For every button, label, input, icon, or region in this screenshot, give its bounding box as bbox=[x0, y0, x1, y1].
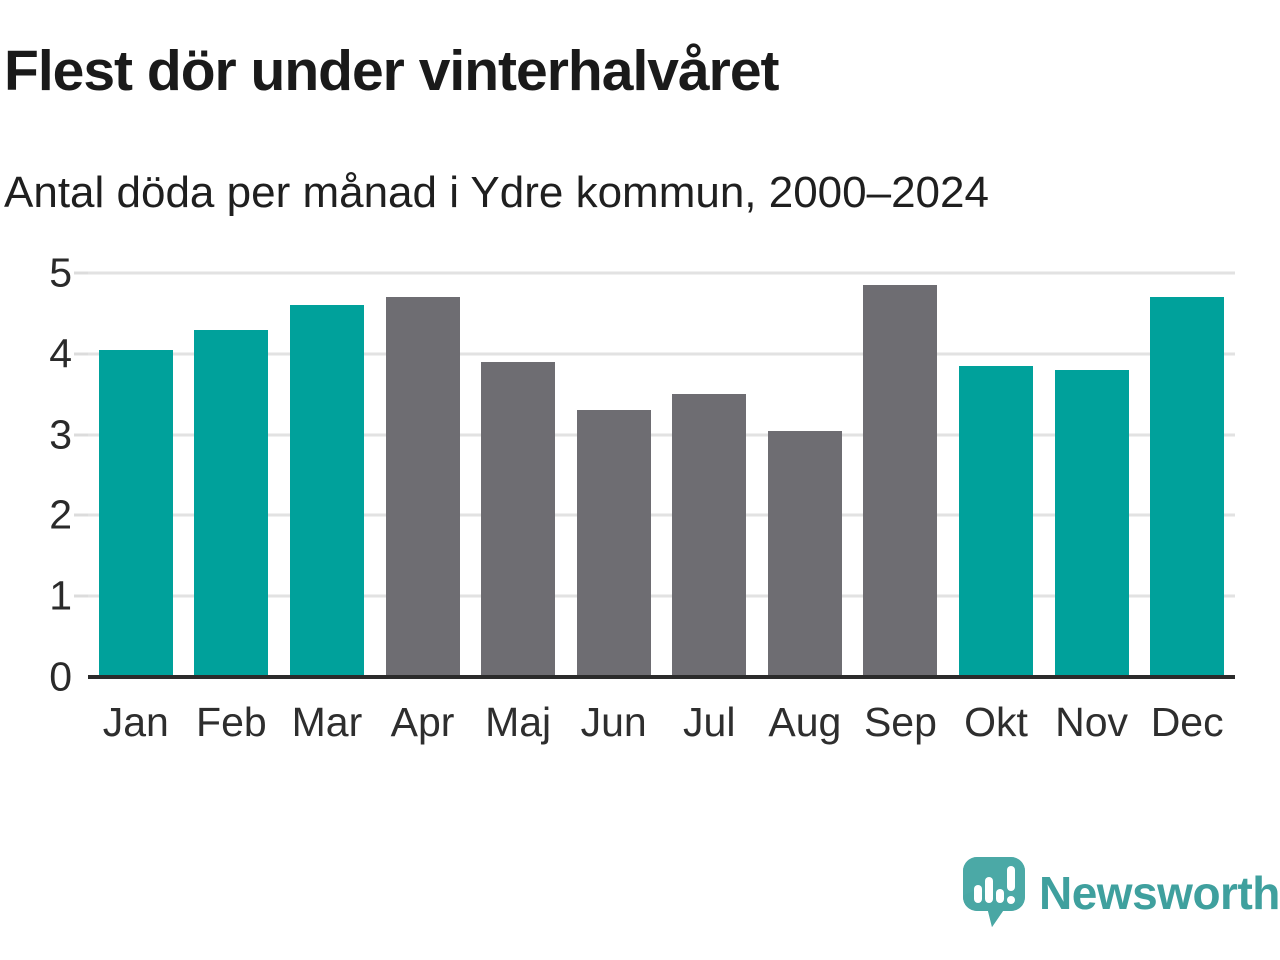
y-axis-tick-label-2: 2 bbox=[49, 491, 72, 538]
bar-apr bbox=[385, 297, 460, 677]
bar-slot-maj bbox=[470, 273, 566, 677]
bar-slot-mar bbox=[279, 273, 375, 677]
bar-okt bbox=[958, 365, 1033, 677]
bar-slot-sep bbox=[853, 273, 949, 677]
x-axis-label-jan: Jan bbox=[102, 699, 169, 745]
y-tick-mark-5 bbox=[74, 271, 88, 275]
gridline-y1 bbox=[88, 594, 1235, 598]
y-axis-tick-label-5: 5 bbox=[49, 249, 72, 296]
x-axis-label-mar: Mar bbox=[291, 699, 363, 745]
bar-jun bbox=[576, 410, 651, 677]
chart-title: Flest dör under vinterhalvåret bbox=[4, 39, 780, 103]
x-axis-labels: Jan Feb Mar Apr Maj Jun Jul Aug Sep Okt Nov Dec bbox=[88, 699, 1235, 745]
bar-dec bbox=[1150, 297, 1225, 677]
bar-mar bbox=[289, 305, 364, 677]
x-axis-label-nov: Nov bbox=[1055, 699, 1129, 745]
gridline-y5 bbox=[88, 271, 1235, 275]
bar-slot-aug bbox=[757, 273, 853, 677]
bar-slot-apr bbox=[375, 273, 471, 677]
bar-chart-speech-bubble-icon bbox=[963, 857, 1025, 927]
newsworthy-logo: Newsworthy bbox=[962, 856, 1280, 928]
bar-slot-dec bbox=[1139, 273, 1235, 677]
y-axis-tick-label-3: 3 bbox=[49, 411, 72, 458]
bar-slot-nov bbox=[1044, 273, 1140, 677]
chart-subtitle: Antal döda per månad i Ydre kommun, 2000… bbox=[4, 168, 989, 217]
x-axis-label-dec: Dec bbox=[1150, 699, 1224, 745]
x-axis-label-okt: Okt bbox=[964, 699, 1028, 745]
y-axis-tick-label-0: 0 bbox=[49, 653, 72, 700]
bar-sep bbox=[863, 285, 938, 677]
y-tick-mark-3 bbox=[74, 433, 88, 437]
x-axis-label-jul: Jul bbox=[683, 699, 736, 745]
x-axis-label-sep: Sep bbox=[863, 699, 937, 745]
x-axis-label-maj: Maj bbox=[485, 699, 552, 745]
y-tick-mark-2 bbox=[74, 513, 88, 517]
y-tick-mark-1 bbox=[74, 594, 88, 598]
plot-area bbox=[74, 271, 1235, 679]
gridline-y4 bbox=[88, 352, 1235, 356]
bar-maj bbox=[481, 361, 556, 677]
y-axis-tick-label-1: 1 bbox=[49, 572, 72, 619]
x-axis-label-feb: Feb bbox=[196, 699, 267, 745]
y-axis-tick-label-4: 4 bbox=[49, 330, 72, 377]
bar-slot-feb bbox=[184, 273, 280, 677]
bar-jul bbox=[672, 394, 747, 677]
bar-aug bbox=[767, 430, 842, 677]
bar-slot-jan bbox=[88, 273, 184, 677]
bar-feb bbox=[194, 329, 269, 677]
x-axis-line bbox=[88, 675, 1235, 679]
gridline-y2 bbox=[88, 513, 1235, 517]
x-axis-label-aug: Aug bbox=[768, 699, 842, 745]
bar-jan bbox=[98, 349, 173, 677]
bars-container bbox=[88, 273, 1235, 677]
bar-slot-jun bbox=[566, 273, 662, 677]
newsworthy-brand-text: Newsworthy bbox=[1039, 867, 1280, 919]
x-axis-label-jun: Jun bbox=[580, 699, 647, 745]
y-tick-mark-4 bbox=[74, 352, 88, 356]
bar-slot-jul bbox=[661, 273, 757, 677]
bar-nov bbox=[1054, 369, 1129, 677]
x-axis-label-apr: Apr bbox=[390, 699, 455, 745]
bar-slot-okt bbox=[948, 273, 1044, 677]
gridline-y3 bbox=[88, 433, 1235, 437]
